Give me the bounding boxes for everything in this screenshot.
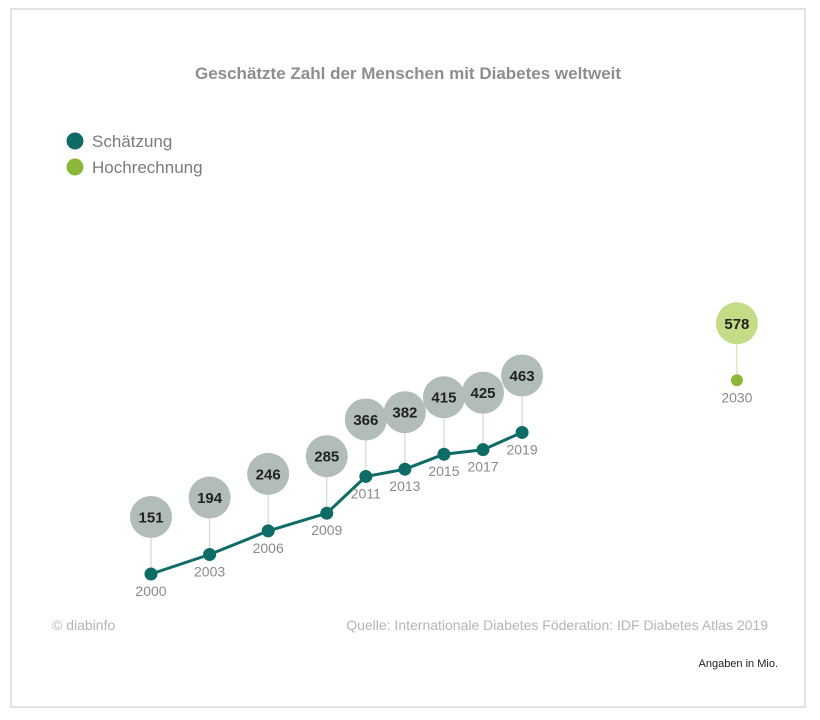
legend: Schätzung Hochrechnung: [66, 132, 203, 177]
value-label-2019: 463: [510, 368, 535, 385]
year-label-2015: 2015: [428, 463, 459, 479]
chart-marks: 151 2000 194 2003 246 2006 285 2009 366 2011 382 20…: [130, 302, 758, 599]
value-bubble-2003: [188, 476, 231, 519]
value-bubble-2030: [715, 302, 758, 345]
year-label-2003: 2003: [194, 563, 225, 579]
value-label-2017: 425: [470, 385, 495, 402]
data-point-2017: [476, 443, 490, 457]
year-label-2006: 2006: [253, 540, 284, 556]
data-point-2030: [730, 374, 743, 387]
chart-frame: [10, 8, 806, 708]
value-bubble-2000: [130, 496, 172, 538]
data-point-2013: [398, 462, 412, 476]
year-label-2019: 2019: [506, 441, 537, 457]
value-bubble-2015: [422, 376, 465, 419]
value-bubble-2006: [247, 452, 290, 495]
value-label-2013: 382: [392, 405, 417, 422]
value-bubble-2019: [501, 354, 544, 397]
value-label-2015: 415: [431, 390, 456, 407]
value-label-2003: 194: [197, 490, 223, 507]
year-label-2000: 2000: [135, 583, 166, 599]
year-label-2013: 2013: [389, 478, 420, 494]
year-label-2030: 2030: [721, 389, 752, 405]
year-label-2017: 2017: [467, 459, 498, 475]
value-bubble-2013: [383, 391, 426, 434]
value-bubble-2009: [305, 435, 348, 478]
data-point-2015: [437, 447, 451, 461]
value-bubble-2017: [462, 371, 505, 414]
value-bubble-2011: [344, 398, 387, 441]
data-point-2006: [261, 524, 275, 538]
chart-title: Geschätzte Zahl der Menschen mit Diabete…: [195, 64, 621, 83]
legend-label-schaetzung: Schätzung: [92, 132, 172, 151]
data-point-2000: [144, 567, 158, 581]
year-label-2011: 2011: [351, 485, 381, 501]
value-label-2000: 151: [138, 510, 163, 527]
unit-note: Angaben in Mio.: [699, 658, 779, 670]
data-point-2011: [359, 469, 373, 483]
value-label-2011: 366: [353, 412, 378, 429]
legend-label-hochrechnung: Hochrechnung: [92, 158, 203, 177]
data-point-2009: [320, 506, 334, 520]
data-point-2003: [203, 547, 217, 561]
legend-marker-hochrechnung: [66, 158, 84, 176]
legend-marker-schaetzung: [66, 132, 84, 150]
value-label-2006: 246: [256, 466, 281, 483]
value-label-2009: 285: [314, 449, 339, 466]
copyright-text: © diabinfo: [52, 617, 115, 633]
data-point-2019: [515, 425, 529, 439]
year-label-2009: 2009: [311, 522, 342, 538]
source-text: Quelle: Internationale Diabetes Föderati…: [346, 617, 768, 633]
value-label-2030: 578: [724, 316, 749, 333]
